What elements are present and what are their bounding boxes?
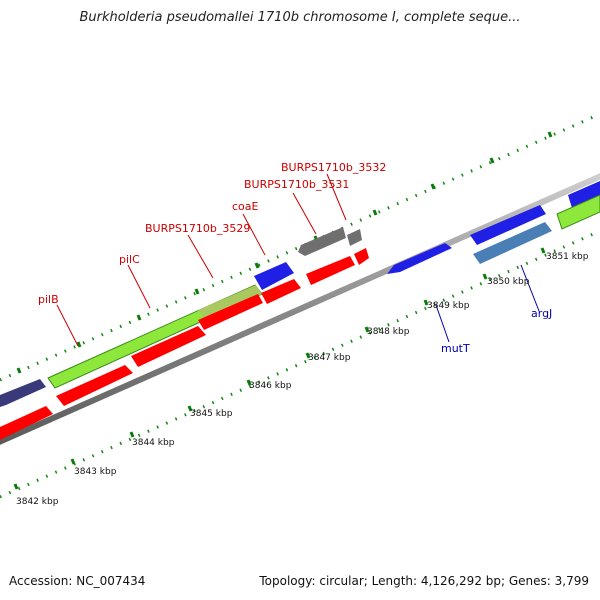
gene-label-BURPS1710b_3531: BURPS1710b_3531 [244, 178, 349, 191]
scale-label-3851: 3851 kbp [546, 252, 589, 262]
feature-gray-3531 [298, 227, 346, 256]
feature-red-3529 [198, 294, 263, 330]
inner-major-ticks [13, 247, 546, 490]
feature-red-pilB [56, 365, 133, 406]
scale-label-3848: 3848 kbp [367, 327, 410, 337]
feature-green-edge [556, 194, 600, 230]
feature-blue-mid [387, 243, 452, 274]
feature-blue-edge [568, 181, 600, 208]
feature-blue-coaE [254, 262, 294, 290]
scale-label-3850: 3850 kbp [487, 277, 530, 287]
outer-major-ticks [16, 131, 553, 374]
gene-label-pilB: pilB [38, 293, 59, 306]
feature-red-3532 [354, 248, 369, 265]
feature-blue-right [470, 205, 546, 245]
gene-label-argJ: argJ [531, 307, 552, 320]
feature-navy [0, 379, 46, 407]
feature-steel-argJ [473, 222, 552, 264]
scale-label-3847: 3847 kbp [308, 353, 351, 363]
scale-label-3845: 3845 kbp [190, 409, 233, 419]
summary-label: Topology: circular; Length: 4,126,292 bp… [259, 574, 589, 588]
feature-gray-3532 [347, 229, 362, 246]
scale-label-3849: 3849 kbp [427, 301, 470, 311]
map-title: Burkholderia pseudomallei 1710b chromoso… [79, 10, 521, 25]
feature-red-0 [0, 406, 53, 440]
gene-label-pilC: pilC [119, 253, 140, 266]
gene-label-BURPS1710b_3529: BURPS1710b_3529 [145, 222, 250, 235]
red-leader-lines [56, 173, 347, 347]
gene-label-BURPS1710b_3532: BURPS1710b_3532 [281, 161, 386, 174]
feature-red-pilC [131, 326, 206, 367]
scale-label-3842: 3842 kbp [16, 497, 59, 507]
accession-label: Accession: NC_007434 [9, 574, 146, 588]
feature-red-coaE [261, 279, 301, 304]
feature-olive [198, 285, 262, 318]
scale-label-3843: 3843 kbp [74, 467, 117, 477]
scale-label-3846: 3846 kbp [249, 381, 292, 391]
gene-label-mutT: mutT [441, 342, 470, 355]
scale-label-3844: 3844 kbp [132, 438, 175, 448]
feature-red-3531 [306, 256, 355, 285]
blue-leader-lines [435, 264, 540, 343]
chromosome-backbone [0, 173, 600, 445]
gene-label-coaE: coaE [232, 200, 259, 213]
